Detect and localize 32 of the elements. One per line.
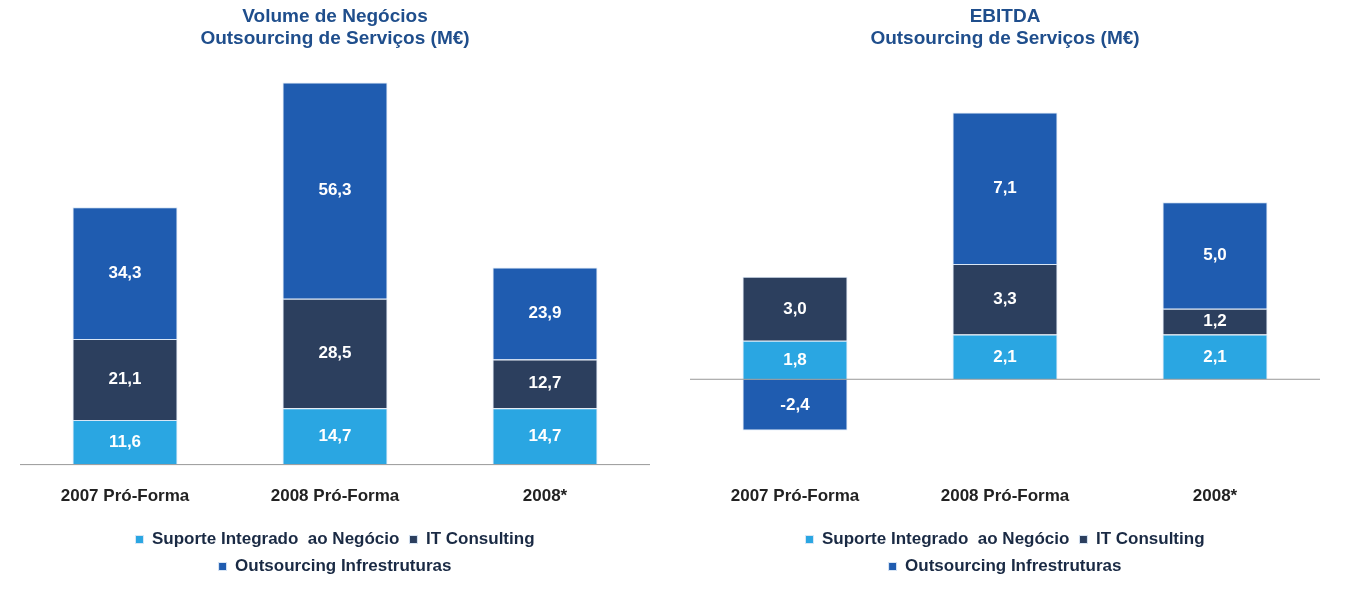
x-tick-label: 2007 Pró-Forma	[730, 486, 860, 506]
data-label: 1,8	[783, 349, 807, 369]
legend-label: IT Consulting	[1095, 529, 1205, 549]
data-label: 34,3	[108, 262, 142, 282]
x-tick-label: 2008*	[522, 486, 568, 506]
data-label: 2,1	[993, 346, 1017, 366]
legend-label: Outsourcing Infrestruturas	[905, 556, 1122, 576]
data-label: 14,7	[318, 426, 352, 446]
data-label: 21,1	[108, 369, 142, 389]
data-label: 56,3	[318, 180, 352, 200]
data-label: 3,0	[783, 298, 807, 318]
chart-title: Volume de Negócios Outsourcing de Serviços (M€)	[200, 4, 470, 49]
x-tick-label: 2008 Pró-Forma	[940, 486, 1070, 506]
chart-title: EBITDA Outsourcing de Serviços (M€)	[870, 4, 1140, 49]
data-label: 23,9	[528, 303, 562, 323]
data-label: 1,2	[1203, 311, 1227, 331]
data-label: 28,5	[318, 343, 352, 363]
data-label: 7,1	[993, 178, 1017, 198]
data-label: -2,4	[780, 394, 811, 414]
data-label: 2,1	[1203, 346, 1227, 366]
x-tick-label: 2008 Pró-Forma	[270, 486, 400, 506]
data-label: 11,6	[108, 432, 142, 452]
legend-label: IT Consulting	[425, 529, 535, 549]
legend-label: Suporte Integrado ao Negócio	[151, 529, 400, 549]
data-label: 14,7	[528, 426, 562, 446]
x-tick-label: 2007 Pró-Forma	[60, 486, 190, 506]
legend-label: Suporte Integrado ao Negócio	[821, 529, 1070, 549]
data-label: 12,7	[528, 373, 562, 393]
legend-label: Outsourcing Infrestruturas	[235, 556, 452, 576]
data-label: 3,3	[993, 288, 1017, 308]
x-tick-label: 2008*	[1192, 486, 1238, 506]
data-label: 5,0	[1203, 245, 1227, 265]
